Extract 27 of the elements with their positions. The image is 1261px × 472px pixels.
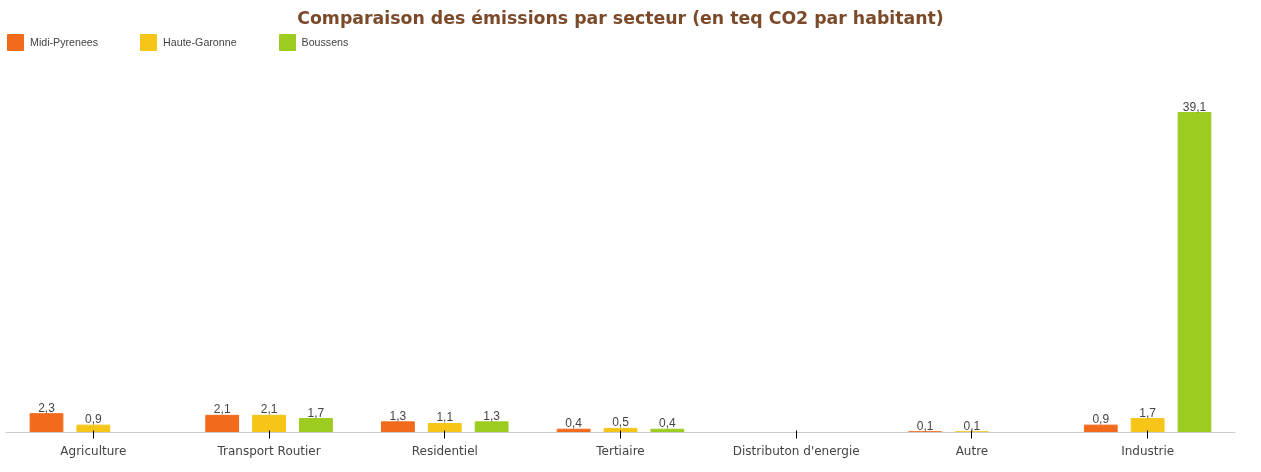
x-tick-label: Tertiaire (595, 443, 645, 458)
data-label: 1,3 (389, 408, 407, 423)
data-label: 39,1 (1182, 99, 1207, 114)
data-label: 0,1 (916, 418, 934, 433)
data-label: 0,5 (612, 415, 630, 430)
legend-label: Haute-Garonne (163, 36, 237, 48)
legend-label: Boussens (301, 36, 349, 48)
data-label: 0,9 (1092, 412, 1110, 427)
data-label: 0,9 (85, 412, 103, 427)
data-label: 0,4 (565, 416, 583, 431)
data-label: 0,4 (659, 416, 677, 431)
x-tick-label: Distributon d'energie (732, 443, 860, 458)
chart-title: Comparaison des émissions par secteur (en teq CO2 par habitant) (297, 7, 944, 28)
x-tick-label: Residentiel (411, 443, 478, 458)
x-tick-label: Agriculture (60, 443, 127, 458)
data-label: 1,7 (1139, 405, 1157, 420)
x-tick-label: Autre (955, 443, 989, 458)
data-label: 0,1 (963, 418, 981, 433)
data-label: 2,1 (213, 402, 231, 417)
x-tick-label: Transport Routier (216, 443, 321, 458)
data-label: 1,7 (307, 405, 325, 420)
data-label: 2,3 (38, 400, 56, 415)
legend-label: Midi-Pyrenees (30, 36, 99, 48)
x-tick-label: Industrie (1121, 443, 1175, 458)
data-label: 2,1 (260, 402, 278, 417)
data-label: 1,3 (483, 408, 501, 423)
data-label: 1,1 (436, 410, 454, 425)
